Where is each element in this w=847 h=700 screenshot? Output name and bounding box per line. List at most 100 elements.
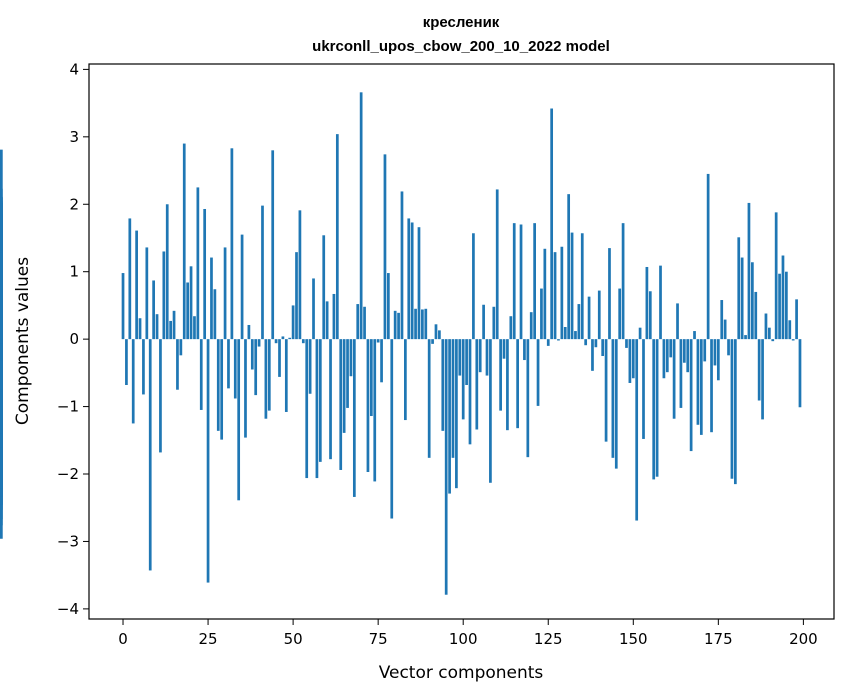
x-tick-label: 200 [789, 630, 818, 648]
bar-107 [486, 339, 489, 375]
bar-77 [384, 154, 387, 339]
bar-154 [646, 267, 649, 339]
bar-83 [404, 339, 407, 420]
bar-54 [305, 339, 308, 478]
x-axis-label: Vector components [379, 663, 544, 683]
bar-150 [632, 339, 635, 378]
bar-159 [663, 339, 666, 378]
bar-136 [584, 339, 587, 345]
bar-176 [720, 300, 723, 339]
bar-89 [424, 309, 427, 339]
bar-111 [499, 339, 502, 410]
bar-53 [302, 339, 305, 343]
bar-130 [564, 327, 567, 339]
bar-169 [697, 339, 700, 425]
bar-162 [673, 339, 676, 419]
bar-79 [390, 339, 393, 518]
bar-68 [353, 339, 356, 497]
bar-133 [574, 331, 577, 339]
y-tick-label: −4 [57, 600, 79, 618]
bar-93 [438, 330, 441, 339]
bar-193 [778, 274, 781, 339]
bar-131 [567, 194, 570, 339]
bar-137 [588, 297, 591, 339]
bar-186 [754, 292, 757, 339]
x-tick-label: 50 [284, 630, 303, 648]
bar-5 [139, 318, 142, 339]
bar-110 [496, 189, 499, 339]
bar-8 [149, 339, 152, 570]
bar-64 [339, 339, 342, 470]
bar-88 [421, 309, 424, 339]
bar-102 [469, 339, 472, 444]
bar-173 [710, 339, 713, 432]
bar-66 [346, 339, 349, 408]
bar-84 [407, 218, 410, 339]
x-tick-label: 150 [619, 630, 648, 648]
bar-35 [241, 235, 244, 340]
bar-184 [748, 203, 751, 339]
bar-22 [197, 187, 200, 339]
bar-7 [145, 247, 148, 339]
y-tick-label: 0 [69, 330, 79, 348]
bar-147 [622, 223, 625, 339]
bar-20 [190, 266, 193, 339]
bar-183 [744, 335, 747, 339]
bar-196 [788, 320, 791, 339]
y-tick-label: 3 [69, 128, 79, 146]
bar-105 [479, 339, 482, 372]
bar-92 [435, 324, 438, 339]
bar-143 [608, 248, 611, 339]
bar-46 [278, 339, 281, 377]
bar-198 [795, 299, 798, 339]
bar-58 [319, 339, 322, 462]
bar-100 [462, 339, 465, 419]
bar-72 [367, 339, 370, 472]
bar-44 [271, 150, 274, 339]
bar-9 [152, 280, 155, 339]
bar-3 [132, 339, 135, 423]
bar-190 [768, 328, 771, 339]
x-tick-label: 25 [199, 630, 218, 648]
bar-167 [690, 339, 693, 451]
bar-undefined [0, 338, 3, 339]
bar-82 [401, 191, 404, 339]
bar-0 [122, 273, 125, 339]
bar-178 [727, 339, 730, 355]
bar-25 [207, 339, 210, 582]
bar-165 [683, 339, 686, 363]
bar-98 [455, 339, 458, 488]
bar-108 [489, 339, 492, 483]
bar-156 [652, 339, 655, 479]
bar-97 [452, 339, 455, 458]
bar-85 [411, 222, 414, 339]
bar-42 [265, 339, 268, 419]
bar-149 [629, 339, 632, 383]
bar-95 [445, 339, 448, 595]
bar-38 [251, 339, 254, 369]
bar-174 [714, 339, 717, 365]
bar-14 [169, 321, 172, 339]
bar-141 [601, 339, 604, 356]
bar-166 [686, 339, 689, 372]
y-axis-label: Components values [13, 257, 33, 425]
bar-185 [751, 262, 754, 339]
bar-19 [186, 282, 189, 339]
bar-78 [387, 273, 390, 339]
bar-18 [183, 144, 186, 340]
bar-138 [591, 339, 594, 371]
bar-125 [547, 339, 550, 346]
bar-17 [179, 339, 182, 355]
x-tick-label: 75 [369, 630, 388, 648]
bar-163 [676, 303, 679, 339]
bar-177 [724, 320, 727, 340]
bar-30 [224, 247, 227, 339]
bar-148 [625, 339, 628, 348]
bar-10 [156, 314, 159, 339]
bar-62 [333, 294, 336, 339]
bar-67 [350, 339, 353, 376]
bar-24 [203, 209, 206, 339]
bar-115 [513, 223, 516, 339]
y-tick-label: −2 [57, 465, 79, 483]
bar-61 [329, 339, 332, 459]
